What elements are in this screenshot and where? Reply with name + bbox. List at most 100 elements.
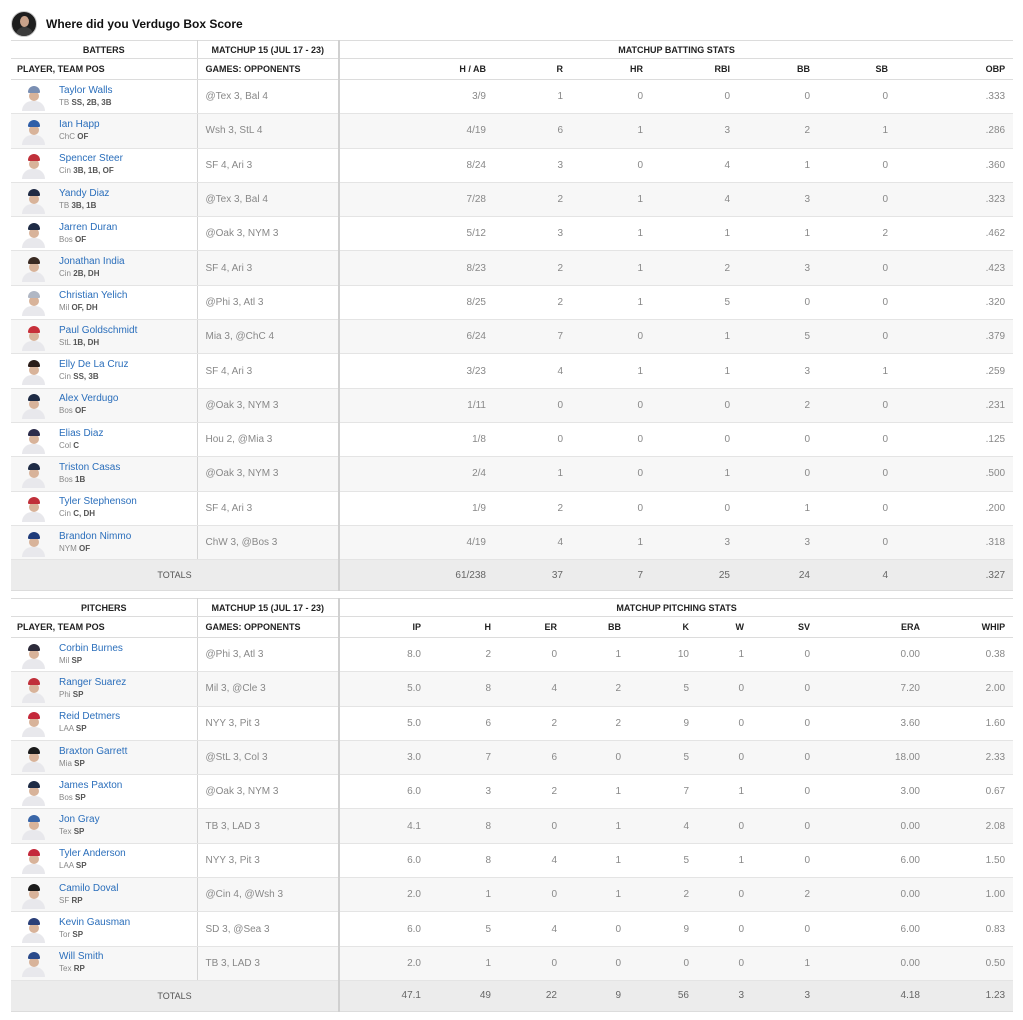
column-header-ip[interactable]: IP — [339, 616, 429, 638]
stat-w: 0 — [697, 946, 752, 981]
owner-avatar-icon[interactable] — [11, 11, 37, 37]
player-name-link[interactable]: Will Smith — [59, 951, 104, 963]
total-r: 37 — [494, 559, 571, 592]
stat-sb: 1 — [818, 113, 896, 149]
player-cell: Jarren Duran Bos OF — [11, 216, 198, 252]
stat-k: 5 — [629, 671, 697, 707]
column-header-era[interactable]: ERA — [818, 616, 928, 638]
column-header-games[interactable]: GAMES: OPPONENTS — [197, 616, 340, 638]
stat-sv: 0 — [752, 637, 818, 673]
player-name-link[interactable]: Tyler Stephenson — [59, 496, 137, 508]
stat-r: 3 — [494, 216, 571, 252]
player-name-link[interactable]: Taylor Walls — [59, 84, 113, 96]
player-name-link[interactable]: Braxton Garrett — [59, 745, 128, 757]
column-header-player[interactable]: PLAYER, TEAM POS — [11, 616, 198, 638]
column-header-bb[interactable]: BB — [565, 616, 629, 638]
column-header-k[interactable]: K — [629, 616, 697, 638]
column-header-er[interactable]: ER — [499, 616, 565, 638]
games-opponents: @Oak 3, NYM 3 — [197, 388, 340, 423]
player-name-link[interactable]: Jon Gray — [59, 814, 100, 826]
stat-hr: 0 — [571, 456, 651, 492]
stat-h-ab: 5/12 — [339, 216, 494, 252]
player-headshot-icon — [19, 846, 47, 875]
total-whip: 1.23 — [928, 980, 1014, 1012]
games-opponents: Mia 3, @ChC 4 — [197, 319, 340, 355]
player-position: OF — [75, 406, 87, 416]
stat-obp: .379 — [896, 319, 1014, 355]
stat-bb: 1 — [738, 216, 818, 252]
stat-ip: 6.0 — [339, 774, 429, 810]
stat-hr: 0 — [571, 388, 651, 423]
player-headshot-icon — [19, 288, 47, 317]
player-team-pos: Cin C, DH — [59, 508, 137, 520]
column-header-games[interactable]: GAMES: OPPONENTS — [197, 58, 340, 80]
player-team: TB — [59, 97, 70, 107]
stat-sb: 0 — [818, 319, 896, 355]
stat-hr: 1 — [571, 285, 651, 321]
player-name-link[interactable]: Paul Goldschmidt — [59, 324, 138, 336]
player-cell: Christian Yelich Mil OF, DH — [11, 285, 198, 321]
column-header-sv[interactable]: SV — [752, 616, 818, 638]
player-team-pos: Bos SP — [59, 792, 122, 804]
stat-bb: 5 — [738, 319, 818, 355]
player-name-link[interactable]: Tyler Anderson — [59, 848, 126, 860]
games-opponents: TB 3, LAD 3 — [197, 946, 340, 981]
column-header-whip[interactable]: WHIP — [928, 616, 1014, 638]
stat-ip: 4.1 — [339, 808, 429, 844]
player-name-link[interactable]: Ranger Suarez — [59, 676, 127, 688]
stat-r: 2 — [494, 491, 571, 526]
player-position: SP — [75, 724, 87, 734]
player-name-link[interactable]: Triston Casas — [59, 461, 121, 473]
pitching-table: PITCHERS MATCHUP 15 (JUL 17 - 23) MATCHU… — [11, 598, 1014, 1012]
player-name-link[interactable]: Elias Diaz — [59, 427, 104, 439]
player-cell: Camilo Doval SF RP — [11, 877, 198, 913]
player-name-link[interactable]: Ian Happ — [59, 118, 100, 130]
player-name-link[interactable]: Christian Yelich — [59, 290, 128, 302]
player-name-link[interactable]: Reid Detmers — [59, 711, 121, 723]
stat-ip: 5.0 — [339, 671, 429, 707]
stat-h-ab: 3/23 — [339, 353, 494, 389]
stat-era: 0.00 — [818, 808, 928, 844]
column-header-r[interactable]: R — [494, 58, 571, 80]
player-name-link[interactable]: James Paxton — [59, 779, 123, 791]
stat-r: 0 — [494, 422, 571, 458]
column-header-h-ab[interactable]: H / AB — [339, 58, 494, 80]
stat-whip: 2.33 — [928, 740, 1014, 776]
stat-h: 8 — [429, 671, 499, 707]
column-header-hr[interactable]: HR — [571, 58, 651, 80]
player-position: OF, DH — [71, 303, 98, 313]
player-name-link[interactable]: Yandy Diaz — [59, 187, 110, 199]
games-opponents: @Oak 3, NYM 3 — [197, 216, 340, 252]
batting-stats-group-header: MATCHUP BATTING STATS — [339, 40, 1014, 59]
stat-hr: 0 — [571, 148, 651, 183]
player-headshot-icon — [19, 391, 47, 420]
column-header-sb[interactable]: SB — [818, 58, 896, 80]
stat-rbi: 0 — [651, 422, 738, 458]
stat-er: 2 — [499, 774, 565, 810]
stat-er: 0 — [499, 946, 565, 981]
column-header-player[interactable]: PLAYER, TEAM POS — [11, 58, 198, 80]
stat-bb: 3 — [738, 182, 818, 218]
player-name-link[interactable]: Alex Verdugo — [59, 393, 119, 405]
player-name-link[interactable]: Kevin Gausman — [59, 917, 131, 929]
games-opponents: @Phi 3, Atl 3 — [197, 285, 340, 321]
stat-w: 0 — [697, 671, 752, 707]
stat-h: 6 — [429, 706, 499, 741]
player-name-link[interactable]: Corbin Burnes — [59, 642, 123, 654]
player-name-link[interactable]: Brandon Nimmo — [59, 530, 132, 542]
player-name-link[interactable]: Jarren Duran — [59, 221, 118, 233]
player-name-link[interactable]: Elly De La Cruz — [59, 359, 129, 371]
column-header-obp[interactable]: OBP — [896, 58, 1014, 80]
stat-w: 1 — [697, 843, 752, 879]
total-k: 56 — [629, 980, 697, 1012]
player-name-link[interactable]: Jonathan India — [59, 256, 125, 268]
player-name-link[interactable]: Camilo Doval — [59, 882, 119, 894]
column-header-w[interactable]: W — [697, 616, 752, 638]
column-header-bb[interactable]: BB — [738, 58, 818, 80]
column-header-rbi[interactable]: RBI — [651, 58, 738, 80]
player-cell: Yandy Diaz TB 3B, 1B — [11, 182, 198, 218]
stat-er: 0 — [499, 808, 565, 844]
stat-obp: .462 — [896, 216, 1014, 252]
player-name-link[interactable]: Spencer Steer — [59, 153, 123, 165]
column-header-h[interactable]: H — [429, 616, 499, 638]
